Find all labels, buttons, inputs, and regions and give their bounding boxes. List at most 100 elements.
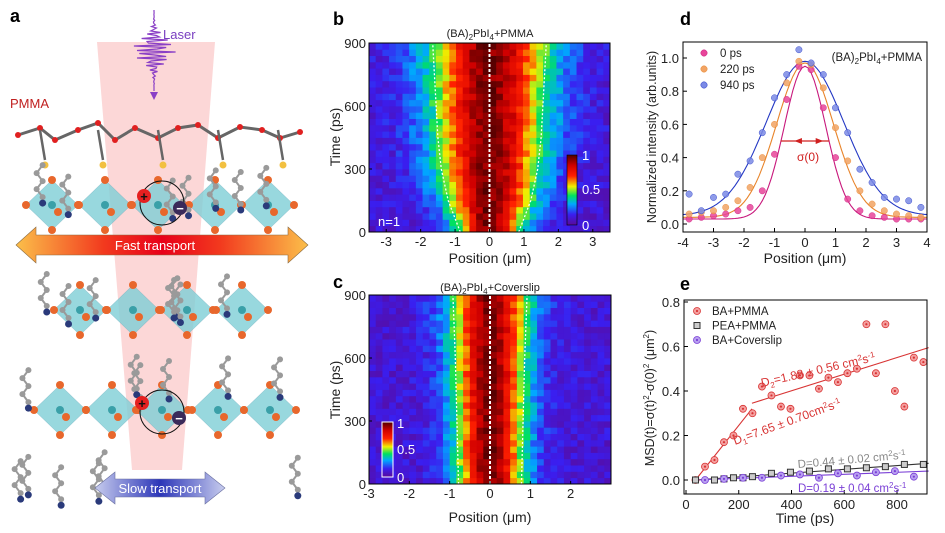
heatmap-cell <box>382 395 390 403</box>
heatmap-cell <box>482 87 490 94</box>
heatmap-cell <box>462 99 470 107</box>
heatmap-cell <box>536 43 544 50</box>
heatmap-cell <box>543 414 551 422</box>
x-tick-label: -3 <box>708 235 720 250</box>
heatmap-cell <box>416 395 424 403</box>
panel-label-c: c <box>333 272 343 292</box>
heatmap-cell <box>537 458 545 466</box>
heatmap-cell <box>395 156 403 164</box>
carbon-atom <box>25 367 32 374</box>
heatmap-cell <box>509 61 517 69</box>
heatmap-cell <box>590 433 598 441</box>
heatmap-cell <box>389 55 397 63</box>
heatmap-cell <box>570 339 578 346</box>
heatmap-cell <box>589 49 598 56</box>
data-point <box>832 154 839 162</box>
heatmap-cell <box>435 187 444 195</box>
data-point <box>697 207 705 215</box>
heatmap-cell <box>522 61 531 69</box>
heatmap-cell <box>395 446 404 453</box>
heatmap-cell <box>469 74 477 82</box>
heatmap-cell <box>476 156 484 164</box>
panel-d-profiles: d -4 -3 -2 -1 0 1 2 3 40.00.20.40.60.81.0 0 ps22… <box>645 9 931 266</box>
heatmap-cell <box>429 408 437 416</box>
heatmap-cell <box>483 465 491 472</box>
carbon-atom <box>218 297 225 304</box>
heatmap-cell <box>490 295 498 302</box>
heatmap-cell <box>442 106 450 113</box>
heatmap-cell <box>529 162 537 170</box>
heatmap-cell <box>509 124 517 132</box>
heatmap-cell <box>490 370 498 378</box>
heatmap-cell <box>395 55 403 63</box>
heatmap-cell <box>422 93 430 101</box>
heatmap-cell <box>429 376 437 384</box>
heatmap-cell <box>537 320 545 327</box>
heatmap-cell <box>469 471 477 479</box>
heatmap-cell <box>496 175 504 182</box>
heatmap-cell <box>596 55 604 63</box>
carbon-atom <box>25 383 32 390</box>
carbon-atom <box>25 469 32 476</box>
heatmap-cell <box>496 345 504 353</box>
heatmap-cell <box>603 61 611 69</box>
heatmap-cell <box>395 200 403 208</box>
heatmap-cell <box>375 477 383 485</box>
heatmap-cell <box>482 118 490 126</box>
heatmap-cell <box>529 68 537 75</box>
carbon-atom <box>39 162 46 169</box>
heatmap-cell <box>389 99 397 107</box>
heatmap-cell <box>456 320 464 327</box>
heatmap-cell <box>529 99 537 107</box>
carbon-atom <box>169 193 176 200</box>
heatmap-cell <box>496 364 504 371</box>
heatmap-cell <box>496 477 504 485</box>
carbon-atom <box>271 380 278 387</box>
heatmap-cell <box>436 351 444 359</box>
heatmap-cell <box>597 477 605 485</box>
heatmap-cell <box>563 118 571 126</box>
iodide-atom <box>183 281 191 289</box>
heatmap-cell <box>496 87 504 94</box>
heatmap-cell <box>536 213 544 220</box>
heatmap-cell <box>590 370 598 378</box>
heatmap-cell <box>543 206 551 214</box>
x-tick-label: 400 <box>781 497 803 512</box>
heatmap-cell <box>476 150 484 157</box>
heatmap-cell <box>462 93 470 101</box>
heatmap-cell <box>490 320 498 327</box>
heatmap-cell <box>543 87 551 94</box>
heatmap-cell <box>402 326 410 334</box>
heatmap-cell <box>543 80 551 88</box>
iodide-atom <box>76 281 84 289</box>
heatmap-cell <box>597 320 605 327</box>
legend-label: PEA+PMMA <box>712 321 777 333</box>
iodide-atom <box>164 413 172 421</box>
heatmap-cell <box>589 131 598 138</box>
heatmap-cell <box>556 74 564 82</box>
heatmap-cell <box>436 421 444 428</box>
heatmap-cell <box>463 477 471 485</box>
heatmap-cell <box>563 137 571 145</box>
heatmap-cell <box>375 326 383 334</box>
heatmap-cell <box>516 376 525 384</box>
heatmap-cell <box>402 446 410 453</box>
heatmap-cell <box>509 99 517 107</box>
heatmap-cell <box>369 364 377 371</box>
heatmap-cell <box>442 74 450 82</box>
data-point <box>710 476 718 484</box>
heatmap-cell <box>530 465 538 472</box>
carbon-atom <box>137 362 144 369</box>
heatmap-cell <box>529 194 537 201</box>
data-point <box>893 195 900 203</box>
heatmap-cell <box>436 320 444 327</box>
heatmap-cell <box>556 156 564 164</box>
data-point-dot <box>912 356 915 359</box>
heatmap-cell <box>496 162 504 170</box>
heatmap-cell <box>523 414 531 422</box>
heatmap-cell <box>604 427 612 434</box>
heatmap-cell <box>483 414 491 422</box>
x-tick-label: 200 <box>728 497 750 512</box>
